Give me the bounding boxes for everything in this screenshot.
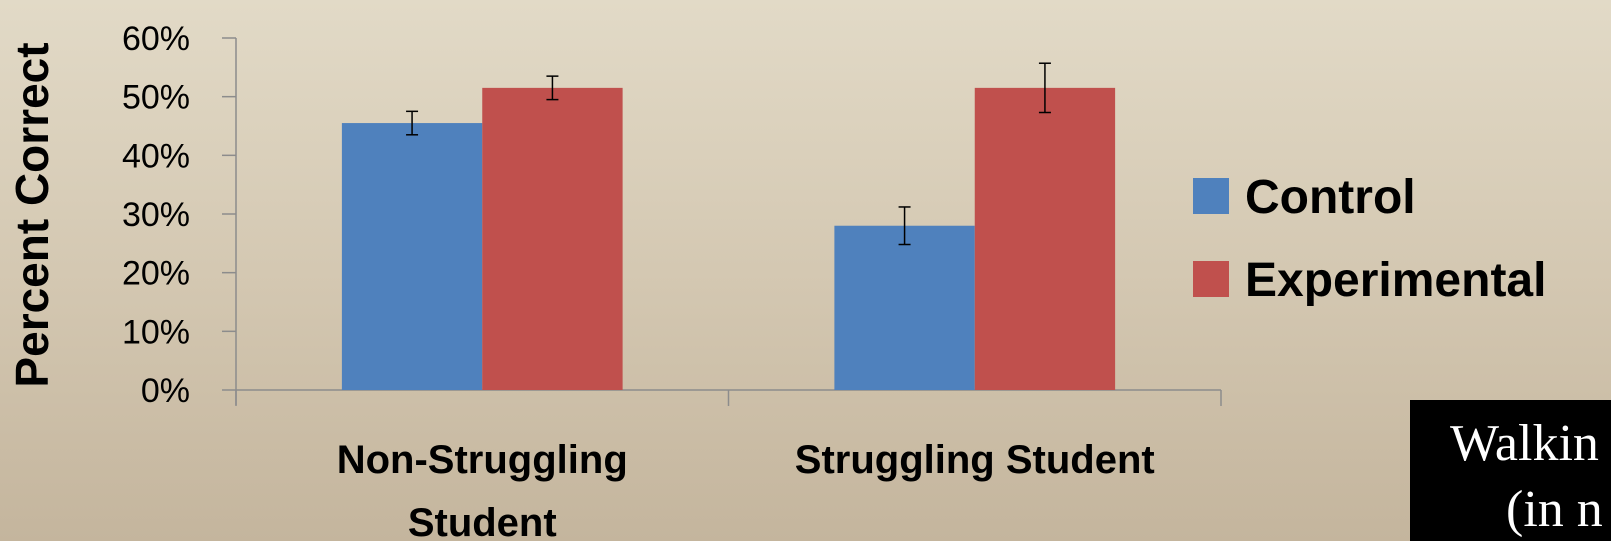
- bar-experimental: [482, 87, 623, 390]
- y-axis-title: Percent Correct: [6, 42, 58, 387]
- x-category-label: Student: [408, 501, 557, 541]
- y-tick-label: 50%: [122, 79, 190, 117]
- legend-swatch-experimental: [1193, 261, 1229, 297]
- y-tick-label: 20%: [122, 255, 190, 293]
- y-tick-label: 40%: [122, 137, 190, 175]
- caption-box: Walkin (in n: [1410, 400, 1611, 541]
- bar-control: [341, 123, 483, 391]
- x-category-label: Struggling Student: [795, 438, 1155, 482]
- plot-area: 0% 10% 20% 30% 40% 50% 60% Non-Struggling Studen…: [122, 20, 1222, 541]
- bar-control: [834, 225, 975, 390]
- legend-swatch-control: [1193, 178, 1229, 214]
- bar-experimental: [974, 87, 1116, 390]
- x-category-label: Non-Struggling: [337, 438, 628, 482]
- caption-line-1: Walkin: [1450, 415, 1599, 472]
- legend-label-control: Control: [1245, 171, 1416, 224]
- legend-label-experimental: Experimental: [1245, 254, 1546, 307]
- y-tick-label: 30%: [122, 196, 190, 234]
- legend: Control Experimental: [1193, 171, 1546, 307]
- y-tick-label: 60%: [122, 20, 190, 58]
- y-tick-label: 0%: [141, 372, 190, 410]
- y-tick-label: 10%: [122, 313, 190, 351]
- caption-line-2: (in n: [1506, 481, 1603, 538]
